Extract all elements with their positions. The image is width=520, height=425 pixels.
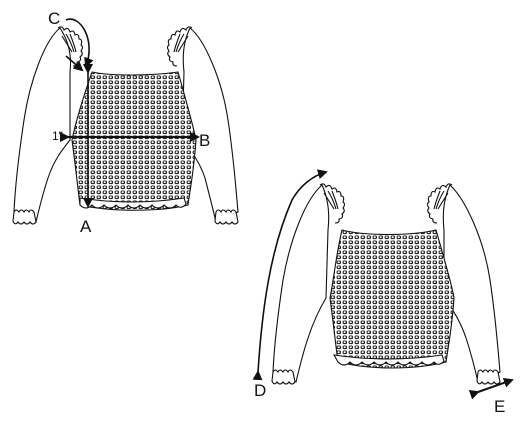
front-left-ruffle bbox=[57, 26, 84, 67]
back-right-cuff bbox=[476, 369, 501, 385]
label-one-inch: 1" bbox=[52, 129, 63, 143]
back-right-ruffle bbox=[426, 183, 453, 224]
front-left-cuff bbox=[12, 209, 37, 225]
back-smocked-body bbox=[329, 229, 455, 369]
front-left-sleeve bbox=[13, 27, 72, 223]
front-right-cuff bbox=[214, 209, 239, 225]
label-c: C bbox=[48, 9, 60, 28]
label-d: D bbox=[254, 381, 266, 400]
back-left-sleeve bbox=[272, 184, 330, 383]
label-a: A bbox=[80, 217, 92, 236]
label-e: E bbox=[494, 397, 505, 416]
back-measurements bbox=[252, 169, 514, 400]
sleeve-arrow-d bbox=[252, 169, 328, 381]
front-measurements bbox=[60, 18, 200, 208]
front-right-sleeve bbox=[181, 27, 239, 223]
front-smocked-body bbox=[71, 71, 197, 211]
shoulder-arrow-c bbox=[65, 18, 94, 68]
back-hem bbox=[332, 354, 445, 366]
back-left-ruffle bbox=[319, 183, 346, 224]
cuff-arrow-e bbox=[468, 377, 514, 400]
front-right-ruffle bbox=[166, 26, 193, 67]
front-hem bbox=[79, 197, 187, 209]
back-right-sleeve bbox=[442, 184, 501, 383]
back-left-cuff bbox=[271, 369, 296, 385]
back-view-garment bbox=[271, 183, 501, 385]
label-b: B bbox=[199, 131, 210, 150]
front-view-garment bbox=[12, 26, 239, 225]
